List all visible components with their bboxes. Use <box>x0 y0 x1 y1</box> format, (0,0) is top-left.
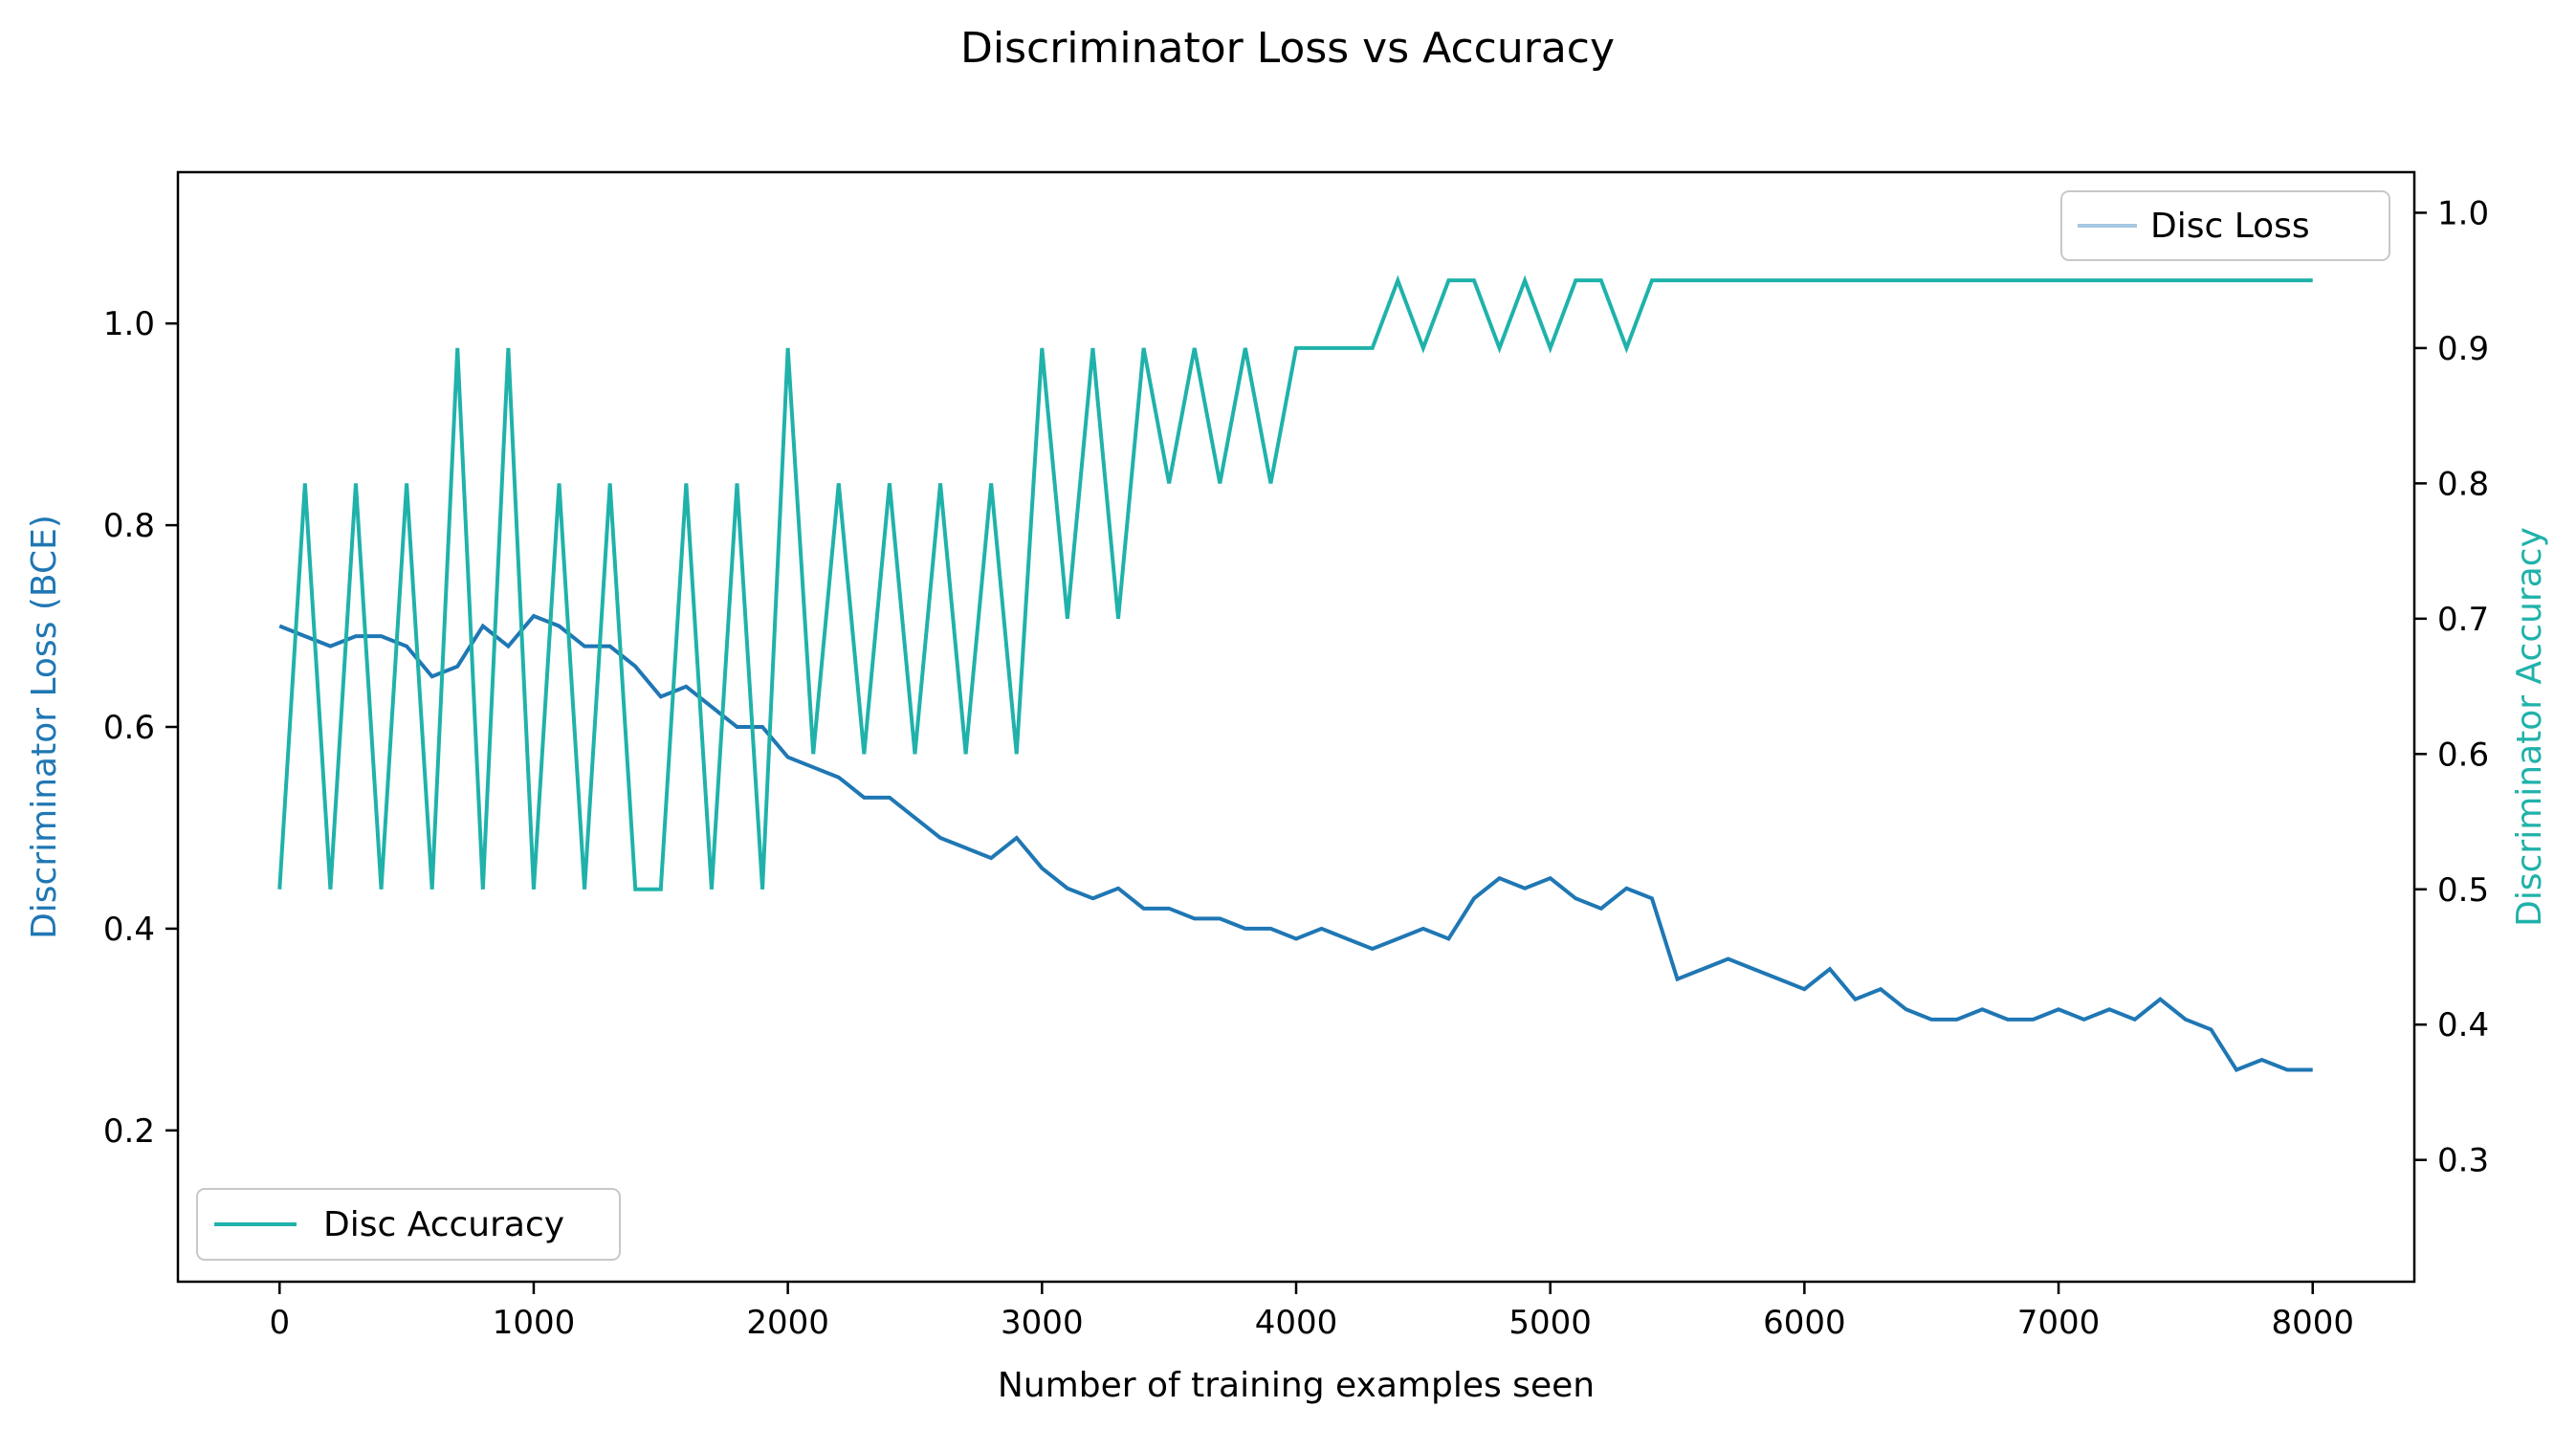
raw-loss-line <box>278 614 2313 1072</box>
plot-frame <box>176 170 2416 1284</box>
right-axis: 0.3 0.4 0.5 0.6 0.7 0.8 0.9 1.0 <box>2414 194 2489 1180</box>
right-tick-label: 0.8 <box>2437 465 2489 503</box>
left-tick-label: 0.6 <box>103 709 155 747</box>
x-tick-label: 7000 <box>2017 1304 2101 1342</box>
x-axis: 0 1000 2000 3000 4000 5000 6000 7000 8000 <box>269 1282 2354 1342</box>
left-tick-label: 0.4 <box>103 911 155 949</box>
legend-disc-loss-label: Disc Loss <box>2150 207 2310 246</box>
right-tick-label: 0.9 <box>2437 330 2489 368</box>
legend-disc-loss: Disc Loss <box>2060 190 2390 261</box>
right-tick-label: 0.6 <box>2437 736 2489 774</box>
left-axis-title: Discriminator Loss (BCE) <box>25 515 64 939</box>
right-tick-label: 1.0 <box>2437 194 2489 232</box>
x-tick-label: 2000 <box>746 1304 829 1342</box>
legend-disc-accuracy-box <box>196 1188 621 1261</box>
right-tick-label: 0.4 <box>2437 1006 2489 1044</box>
x-axis-title: Number of training examples seen <box>998 1366 1595 1405</box>
right-axis-title: Discriminator Accuracy <box>2510 527 2549 927</box>
right-tick-label: 0.7 <box>2437 601 2489 639</box>
left-tick-label: 0.2 <box>103 1112 155 1151</box>
x-tick-label: 0 <box>269 1304 290 1342</box>
x-tick-label: 4000 <box>1255 1304 1338 1342</box>
x-tick-label: 3000 <box>1001 1304 1084 1342</box>
legend-disc-accuracy-label: Disc Accuracy <box>323 1205 564 1244</box>
right-tick-label: 0.5 <box>2437 871 2489 910</box>
disc-accuracy-line <box>277 275 2313 891</box>
right-tick-label: 0.3 <box>2437 1142 2489 1180</box>
left-axis: 0.2 0.4 0.6 0.8 1.0 <box>103 305 178 1151</box>
left-tick-label: 0.8 <box>103 507 155 545</box>
series-layer <box>277 275 2313 1073</box>
x-tick-label: 6000 <box>1763 1304 1846 1342</box>
chart-title: Discriminator Loss vs Accuracy <box>960 24 1615 73</box>
disc-loss-line <box>278 613 2313 1073</box>
legend-disc-accuracy: Disc Accuracy <box>196 1188 621 1261</box>
left-tick-label: 1.0 <box>103 305 155 343</box>
x-tick-label: 5000 <box>1508 1304 1592 1342</box>
legend-disc-loss-box <box>2060 190 2390 261</box>
x-tick-label: 1000 <box>493 1304 576 1342</box>
x-tick-label: 8000 <box>2271 1304 2354 1342</box>
